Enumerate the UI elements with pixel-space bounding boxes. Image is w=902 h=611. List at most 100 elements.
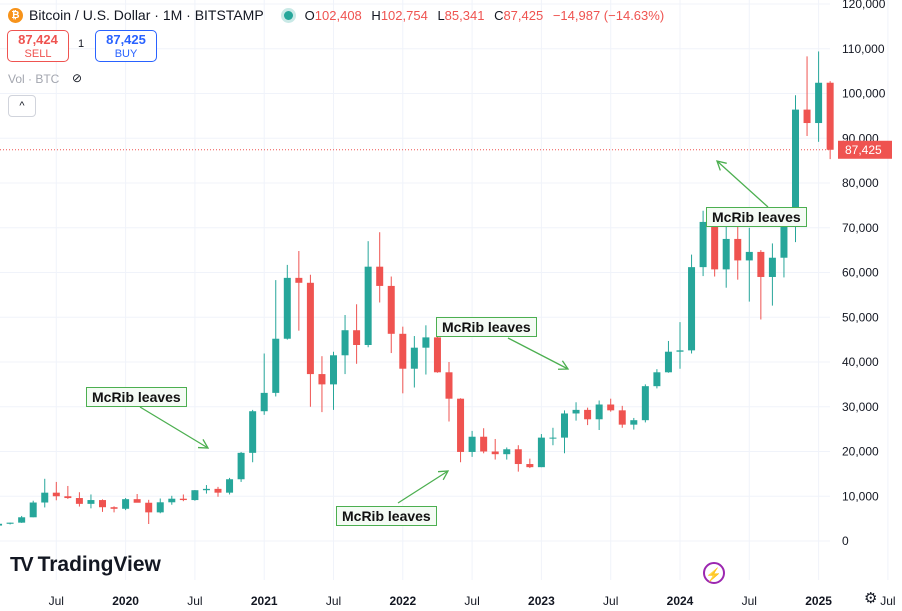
candle: [214, 486, 222, 497]
volume-label: Vol · BTC: [8, 72, 60, 86]
candle: [237, 451, 245, 482]
candle: [156, 498, 164, 514]
market-open-icon: [283, 10, 293, 20]
lightning-icon[interactable]: ⚡: [703, 562, 725, 584]
annotation-label: McRib leaves: [336, 506, 437, 526]
candle: [18, 515, 26, 523]
annotation-arrow: [507, 337, 570, 370]
candle: [64, 485, 72, 499]
sell-button[interactable]: 87,424 SELL: [7, 30, 69, 62]
candle-body: [688, 267, 696, 351]
candle: [133, 494, 141, 503]
last-price-tag: [838, 140, 892, 159]
y-tick-label: 0: [842, 534, 849, 548]
x-tick-label: 2023: [528, 594, 555, 608]
candle-body: [549, 437, 557, 439]
candle-body: [260, 392, 268, 412]
candle: [514, 445, 522, 472]
candle: [641, 384, 649, 423]
candle-body: [18, 517, 26, 523]
candle: [676, 322, 684, 369]
annotation-arrow: [397, 470, 450, 504]
candle: [768, 243, 776, 306]
candle: [503, 447, 511, 460]
settings-gear-icon[interactable]: ⚙: [864, 590, 878, 607]
candle-body: [757, 251, 765, 277]
candle-body: [75, 498, 83, 504]
x-tick-label: Jul: [464, 594, 479, 608]
candle: [457, 398, 465, 463]
x-tick-label: Jul: [187, 594, 202, 608]
candle: [803, 56, 811, 137]
grid: [0, 0, 889, 580]
candle-body: [399, 333, 407, 369]
candle-body: [641, 386, 649, 421]
y-tick-label: 50,000: [842, 310, 879, 324]
candle-body: [99, 500, 106, 508]
candle-body: [306, 282, 314, 375]
candle-body: [283, 277, 291, 339]
x-tick-label: Jul: [603, 594, 618, 608]
candle: [745, 227, 753, 302]
candle: [826, 81, 834, 160]
collapse-button[interactable]: ^: [8, 95, 36, 117]
candle: [815, 51, 823, 142]
candle-body: [537, 437, 545, 468]
candle: [226, 477, 234, 495]
candle-body: [52, 492, 60, 497]
candle: [168, 495, 176, 505]
candle: [757, 250, 765, 320]
candle: [318, 356, 326, 413]
hide-eye-icon[interactable]: ⊘: [72, 71, 83, 85]
candle-body: [664, 351, 672, 373]
symbol-title[interactable]: Bitcoin / U.S. Dollar · 1M · BITSTAMP: [29, 7, 264, 23]
candle-body: [202, 488, 210, 491]
candle: [699, 210, 707, 277]
candle: [722, 219, 730, 288]
candle-body: [226, 479, 234, 493]
annotation-arrow: [139, 406, 210, 449]
y-tick-label: 70,000: [842, 221, 879, 235]
candle-body: [376, 266, 384, 286]
candle: [87, 494, 95, 509]
candle: [75, 492, 83, 507]
candle-body: [826, 82, 834, 150]
x-tick-label: 2020: [112, 594, 139, 608]
y-tick-label: 20,000: [842, 445, 879, 459]
candle: [549, 427, 557, 446]
candle: [330, 351, 337, 410]
candle-body: [87, 500, 95, 504]
y-tick-label: 110,000: [842, 42, 885, 56]
candle-body: [318, 374, 326, 385]
candle: [491, 438, 499, 460]
candle: [653, 369, 661, 389]
candle: [688, 254, 696, 354]
candle: [249, 409, 257, 463]
candle: [341, 315, 349, 375]
candle-body: [214, 488, 222, 493]
candle-body: [584, 409, 592, 420]
x-tick-label: Jul: [49, 594, 64, 608]
candle-body: [803, 109, 811, 124]
annotation-label: McRib leaves: [86, 387, 187, 407]
buy-button[interactable]: 87,425 BUY: [95, 30, 157, 62]
x-tick-label: Jul: [742, 594, 757, 608]
candle-body: [249, 411, 257, 453]
candle: [607, 398, 615, 412]
tradingview-logo[interactable]: TV TradingView: [10, 553, 161, 577]
candle-body: [422, 337, 430, 348]
candle: [664, 340, 672, 373]
annotation-arrow: [715, 160, 769, 208]
annotation-label: McRib leaves: [706, 207, 807, 227]
candle-body: [272, 338, 280, 393]
x-axis: Jul 2020 Jul 2021 Jul 2022 Jul 2023 Jul 2024 Jul 20…: [49, 594, 896, 608]
candle-body: [792, 109, 799, 227]
y-tick-label: 100,000: [842, 87, 886, 101]
candle-body: [64, 496, 72, 499]
x-tick-label: 2022: [389, 594, 416, 608]
x-tick-label: Jul: [880, 594, 895, 608]
candle-body: [722, 238, 730, 270]
annotation-arrows: [139, 160, 769, 504]
candle-body: [618, 410, 626, 425]
